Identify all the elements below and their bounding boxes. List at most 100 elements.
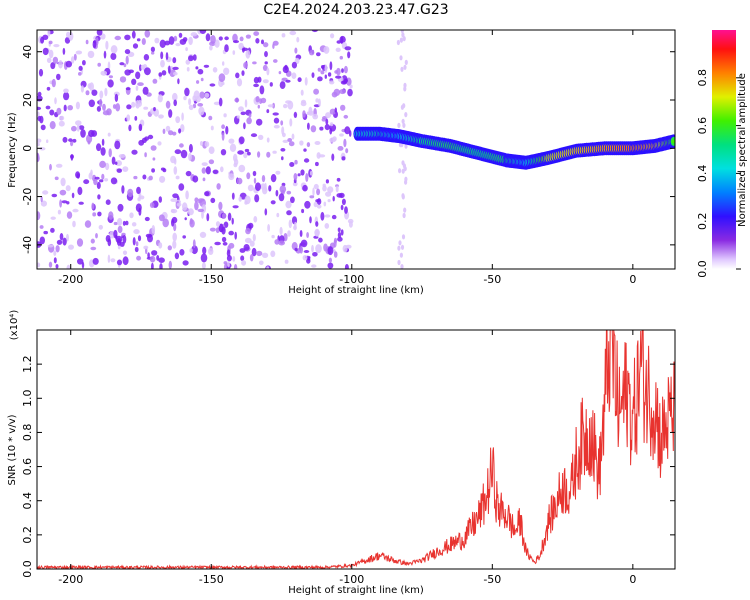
noise-blob (267, 104, 274, 108)
y-tick-label: 40 (21, 45, 34, 59)
noise-blob (335, 185, 339, 193)
noise-blob (40, 196, 43, 203)
noise-blob (194, 197, 199, 203)
noise-blob (54, 97, 57, 105)
noise-blob (180, 149, 188, 159)
noise-blob (162, 128, 166, 134)
noise-blob (121, 185, 125, 194)
noise-blob (255, 38, 260, 44)
noise-blob (233, 158, 239, 166)
noise-blob (97, 194, 101, 200)
noise-blob (167, 245, 172, 251)
noise-blob (55, 245, 60, 253)
noise-blob (192, 103, 197, 109)
noise-blob (136, 255, 142, 261)
noise-blob (300, 239, 308, 248)
noise-blob (143, 245, 149, 250)
noise-blob (99, 160, 106, 168)
noise-blob (228, 173, 235, 181)
noise-blob (113, 229, 118, 239)
noise-blob (344, 206, 348, 214)
noise-blob (42, 47, 49, 56)
noise-blob (224, 44, 229, 53)
noise-blob (341, 156, 346, 161)
noise-blob (76, 124, 80, 132)
noise-blob (185, 170, 192, 177)
noise-blob (323, 201, 327, 207)
noise-blob (178, 183, 185, 191)
noise-blob (104, 87, 108, 97)
noise-blob (261, 39, 264, 45)
noise-blob (108, 75, 113, 79)
noise-blob (170, 208, 175, 213)
noise-blob (347, 51, 351, 59)
noise-blob (335, 75, 342, 79)
noise-blob (199, 91, 205, 99)
noise-blob (315, 161, 319, 167)
noise-blob (179, 249, 185, 256)
noise-blob (320, 70, 325, 75)
noise-blob (324, 74, 327, 79)
noise-blob (228, 138, 235, 144)
noise-blob (300, 101, 307, 107)
noise-blob (400, 30, 404, 34)
noise-blob (266, 151, 271, 158)
noise-blob (329, 61, 333, 71)
noise-blob (300, 169, 305, 176)
noise-blob (179, 143, 184, 148)
noise-blob (125, 87, 131, 91)
noise-blob (339, 89, 346, 95)
noise-blob (262, 64, 268, 71)
noise-blob (45, 105, 51, 110)
noise-blob (144, 67, 151, 76)
noise-blob (239, 36, 244, 42)
noise-blob (88, 99, 96, 108)
noise-blob (43, 230, 48, 235)
noise-blob (403, 64, 407, 70)
noise-blob (129, 212, 134, 219)
noise-blob (281, 182, 286, 187)
noise-blob (318, 237, 323, 243)
y-tick-label: 1.2 (21, 355, 34, 373)
noise-blob (325, 179, 329, 184)
noise-blob (122, 256, 129, 266)
noise-blob (72, 138, 77, 143)
noise-blob (324, 64, 328, 73)
noise-blob (91, 202, 95, 210)
noise-blob (274, 239, 280, 245)
noise-blob (264, 208, 268, 216)
noise-blob (289, 118, 293, 127)
noise-blob (76, 238, 84, 247)
noise-blob (261, 175, 266, 183)
noise-blob (216, 183, 221, 190)
noise-blob (94, 176, 100, 180)
noise-blob (107, 61, 111, 70)
noise-blob (153, 107, 156, 112)
snr-marks (37, 330, 675, 569)
noise-blob (73, 53, 77, 61)
noise-blob (189, 218, 193, 225)
noise-blob (315, 98, 319, 103)
noise-blob (238, 136, 245, 145)
noise-blob (299, 140, 304, 146)
noise-blob (332, 136, 337, 142)
noise-blob (63, 88, 69, 94)
noise-blob (327, 199, 331, 203)
noise-blob (39, 147, 46, 151)
noise-blob (251, 247, 257, 257)
noise-blob (401, 234, 406, 240)
noise-blob (63, 91, 70, 101)
colorbar-gradient (712, 30, 736, 269)
noise-blob (47, 244, 54, 248)
noise-blob (162, 168, 167, 173)
noise-blob (324, 223, 330, 229)
noise-blob (72, 208, 79, 213)
noise-blob (302, 255, 308, 261)
noise-blob (98, 224, 104, 230)
noise-blob (221, 213, 227, 219)
noise-blob (199, 30, 207, 34)
snr-ylabel: SNR (10 * v/v) (7, 414, 18, 485)
noise-blob (162, 218, 169, 228)
noise-blob (105, 235, 111, 243)
noise-blob (158, 114, 164, 119)
